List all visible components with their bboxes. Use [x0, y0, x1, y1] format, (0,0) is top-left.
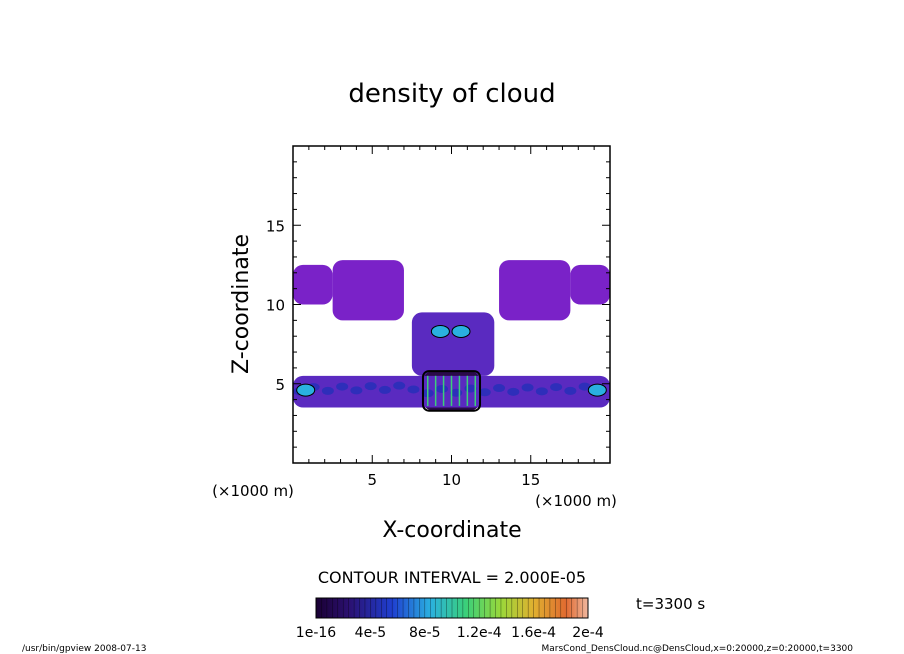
cloud-cell	[478, 388, 491, 397]
x-axis-unit-left: (×1000 m)	[212, 482, 294, 500]
footer-left: /usr/bin/gpview 2008-07-13	[22, 644, 146, 654]
x-tick-label: 15	[521, 471, 540, 489]
cloud-cell	[550, 383, 563, 392]
y-tick-label: 5	[275, 376, 285, 394]
chart-title: density of cloud	[348, 79, 555, 109]
cloud-cell	[564, 386, 577, 395]
cloud-region	[570, 264, 610, 305]
cloud-cell	[535, 387, 548, 396]
x-axis-label: X-coordinate	[382, 518, 521, 543]
cloud-cell	[452, 325, 471, 338]
cloud-cell	[507, 387, 520, 396]
x-tick-label: 10	[442, 471, 461, 489]
cloud-cell	[521, 383, 534, 392]
contour-interval-label: CONTOUR INTERVAL = 2.000E-05	[318, 568, 586, 587]
contour-line	[451, 324, 471, 338]
colorbar-stripes	[321, 598, 583, 618]
colorbar-tick-label: 8e-5	[409, 625, 440, 641]
contour-line	[421, 370, 482, 412]
cloud-region	[293, 264, 333, 305]
cloud-cell	[435, 384, 448, 393]
colorbar-tick-label: 2e-4	[572, 625, 604, 641]
contour-line	[296, 383, 316, 397]
cloud-region	[332, 260, 404, 321]
cloud-cell	[336, 382, 349, 391]
x-axis-unit-right: (×1000 m)	[535, 492, 617, 510]
cloud-cell	[321, 386, 334, 395]
colorbar-tick-label: 1.6e-4	[511, 625, 556, 641]
cloud-cell	[407, 385, 420, 394]
cloud-cell	[378, 385, 391, 394]
y-tick-label: 15	[266, 217, 285, 235]
cloud-cell	[393, 381, 406, 390]
cloud-cell	[588, 384, 607, 397]
cloud-cell	[296, 384, 315, 397]
y-tick-label: 10	[266, 297, 285, 315]
cloud-cell	[493, 384, 506, 393]
axis-ticks: 5 10 15 5 10 15	[266, 146, 610, 489]
cloud-region	[411, 312, 495, 376]
colorbar-tick-label: 1.2e-4	[457, 625, 502, 641]
cloud-field	[293, 260, 610, 412]
y-axis-label: Z-coordinate	[229, 234, 254, 374]
cloud-region	[499, 260, 571, 321]
cloud-cell	[578, 382, 591, 391]
cloud-cell	[350, 386, 363, 395]
contour-line	[587, 383, 607, 397]
cloud-cell	[431, 325, 450, 338]
contour-line	[430, 324, 450, 338]
cloud-cell	[364, 382, 377, 391]
colorbar-labels: 1e-16 4e-5 8e-5 1.2e-4 1.6e-4 2e-4	[296, 625, 604, 641]
time-label: t=3300 s	[636, 595, 705, 613]
x-tick-label: 5	[367, 471, 377, 489]
colorbar-tick-label: 4e-5	[355, 625, 386, 641]
colorbar-tick-label: 1e-16	[296, 625, 336, 641]
footer-right: MarsCond_DensCloud.nc@DensCloud,x=0:2000…	[542, 644, 854, 654]
